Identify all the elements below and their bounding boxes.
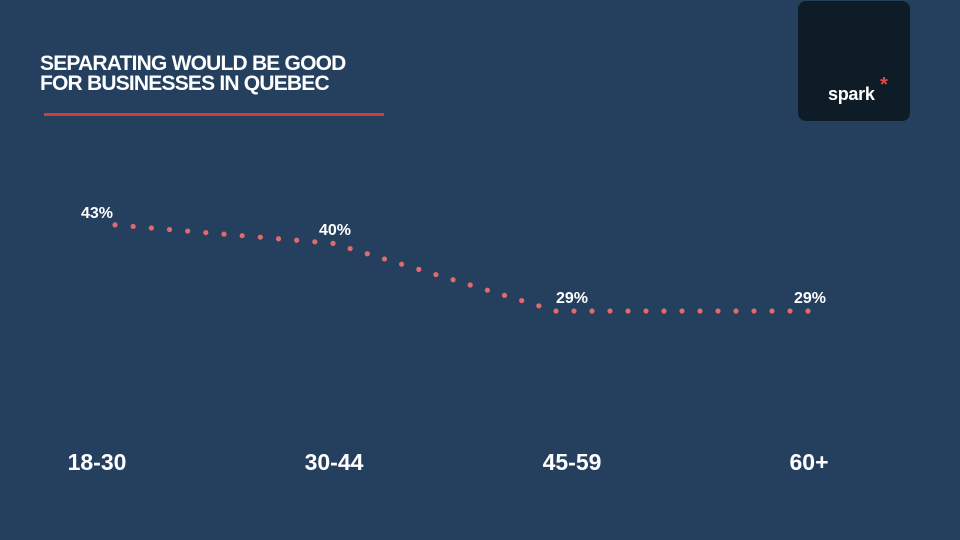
line-dot [203,229,209,236]
line-dot [399,261,405,267]
line-dot [257,234,263,240]
line-dot [381,256,388,262]
line-dot [769,308,775,314]
line-dot [571,308,577,314]
line-dot [275,236,282,242]
line-dot [805,308,811,314]
line-dot [416,266,422,272]
line-dot [239,233,245,239]
data-label: 29% [556,290,588,307]
line-dot [467,282,473,288]
data-label: 40% [319,222,351,239]
line-dot [166,226,173,233]
line-dot [643,308,649,314]
title-line-2: FOR BUSINESSES IN QUEBEC [40,72,330,95]
title-line-1: SEPARATING WOULD BE GOOD [40,52,346,75]
x-tick-label: 18-30 [68,449,127,475]
line-dot [751,308,757,314]
line-dot [347,245,353,252]
spark-logo: spark * [798,1,910,121]
line-dot [484,287,490,293]
data-label: 29% [794,290,826,307]
line-dot [536,303,542,309]
asterisk-icon: * [880,74,888,96]
line-dot [294,237,300,243]
x-tick-label: 60+ [789,449,828,475]
line-dot [589,308,595,314]
line-dot [501,292,508,298]
line-dot [185,228,191,234]
line-dot [553,308,559,314]
line-dot [312,239,318,245]
line-dot [221,231,227,237]
logo-text: spark [828,84,875,104]
line-dot [679,308,685,314]
title-underline [44,113,384,116]
x-tick-label: 30-44 [305,449,364,475]
x-tick-label: 45-59 [543,449,602,475]
line-dot [661,308,667,314]
line-dot [697,308,703,314]
line-dot [364,251,370,257]
line-dot [715,308,721,314]
line-dot [733,308,739,314]
line-dot [450,277,456,283]
line-dot [607,308,613,314]
line-dot [433,271,439,278]
slide-title: SEPARATING WOULD BE GOOD FOR BUSINESSES … [40,52,346,95]
line-dot [112,222,118,228]
line-dot [148,225,154,231]
line-dot [130,223,136,230]
line-dot [519,297,525,304]
line-dot [787,308,793,314]
data-label: 43% [81,205,113,222]
line-dot [625,308,631,314]
line-dot [330,240,336,246]
